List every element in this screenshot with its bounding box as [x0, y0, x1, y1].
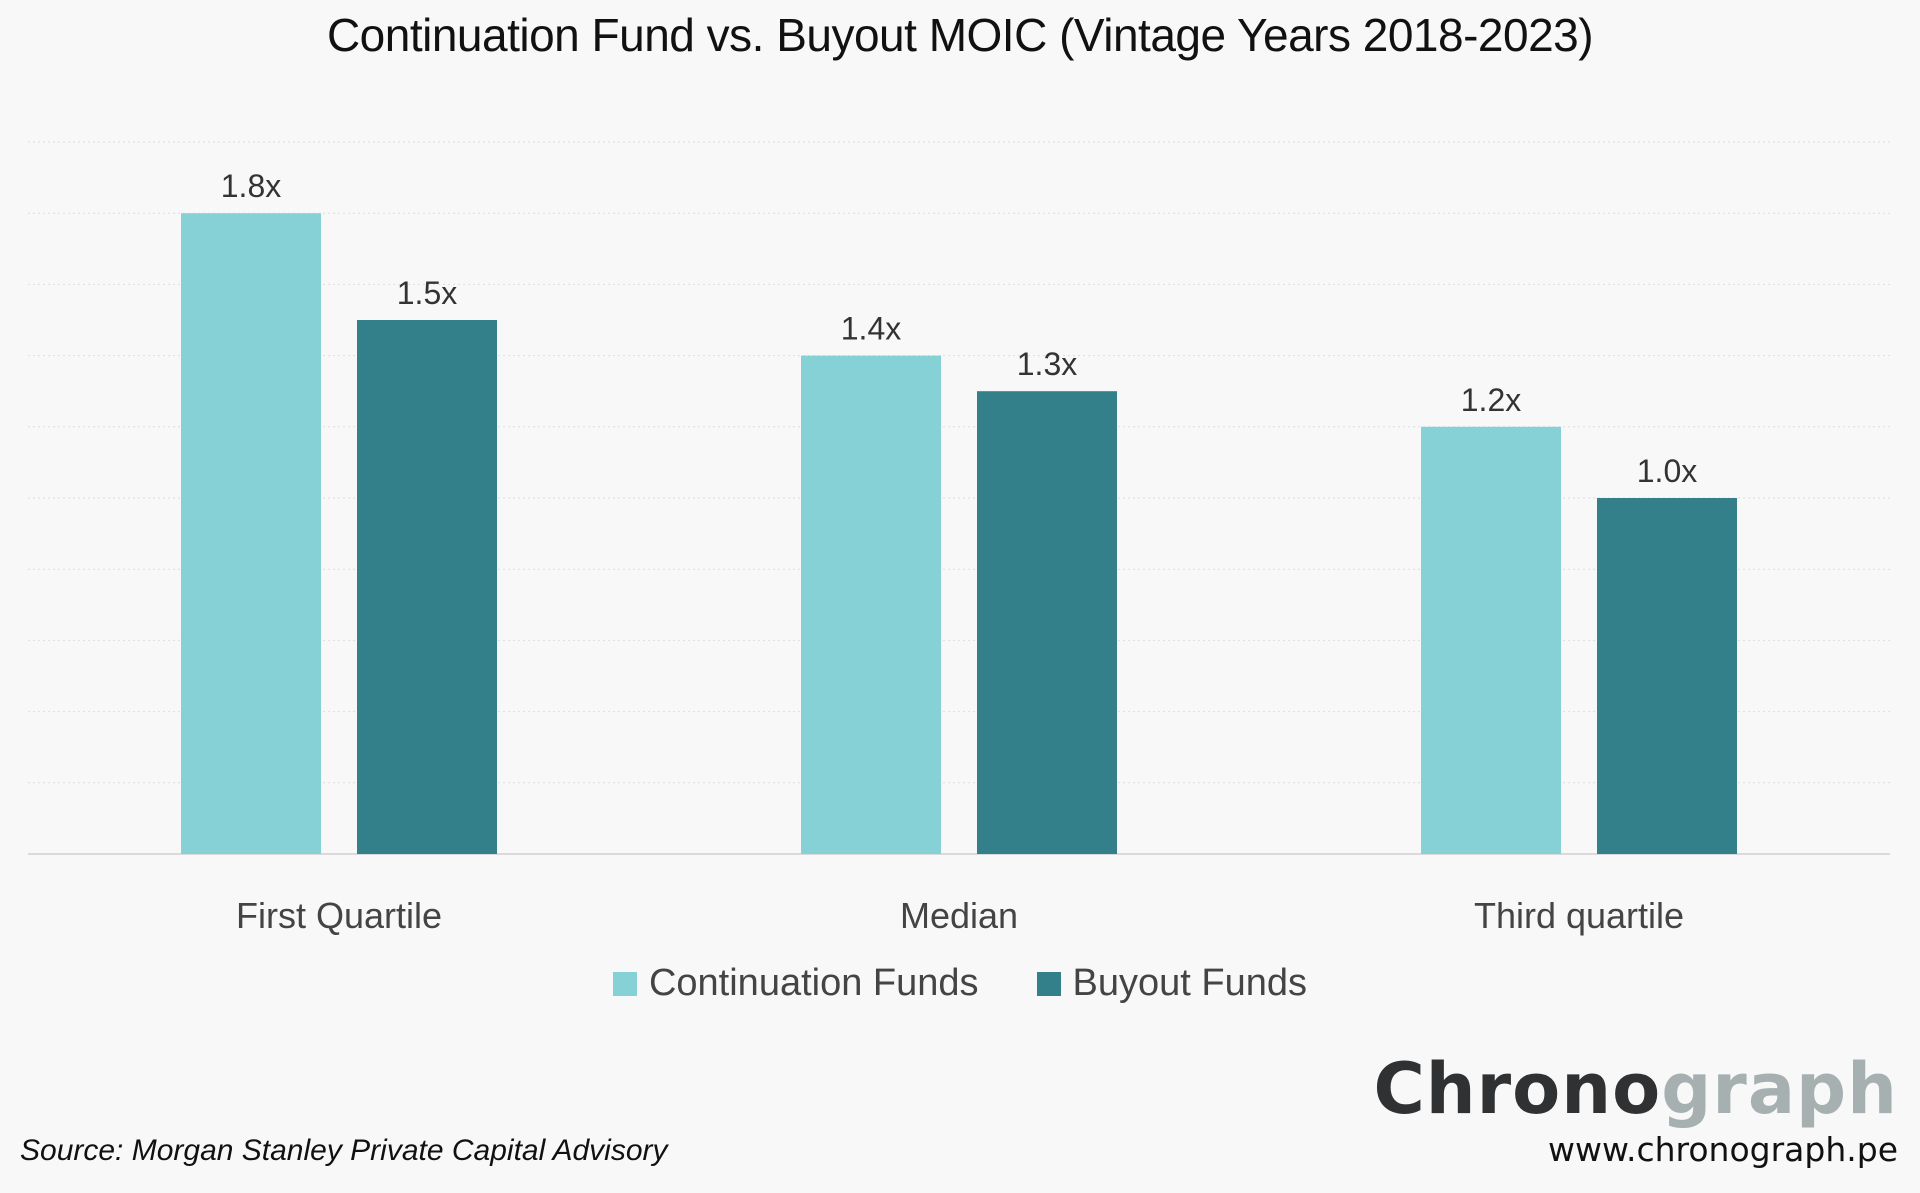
bar — [801, 355, 941, 854]
category-label: Third quartile — [1474, 895, 1684, 936]
legend-swatch-continuation — [612, 971, 637, 996]
legend: Continuation Funds Buyout Funds — [0, 962, 1920, 1005]
chart-title: Continuation Fund vs. Buyout MOIC (Vinta… — [326, 9, 1594, 61]
bars — [181, 213, 1737, 854]
data-label: 1.4x — [841, 311, 901, 347]
legend-item-continuation: Continuation Funds — [612, 962, 979, 1005]
data-labels: 1.8x 1.5x 1.4x 1.3x 1.2x 1.0x — [221, 168, 1697, 489]
category-label: Median — [900, 895, 1018, 936]
bar — [181, 213, 321, 854]
legend-swatch-buyout — [1036, 971, 1061, 996]
legend-label-buyout: Buyout Funds — [1072, 962, 1308, 1004]
bar — [1421, 426, 1561, 854]
gridlines — [28, 141, 1890, 855]
legend-label-continuation: Continuation Funds — [648, 962, 979, 1004]
data-label: 1.3x — [1017, 346, 1077, 382]
data-label: 1.8x — [221, 168, 281, 204]
legend-item-buyout: Buyout Funds — [1036, 962, 1308, 1005]
category-label: First Quartile — [236, 895, 442, 936]
category-labels: First Quartile Median Third quartile — [236, 895, 1684, 936]
data-label: 1.5x — [397, 275, 457, 311]
bar — [977, 391, 1117, 854]
brand-url: www.chronograph.pe — [1548, 1130, 1898, 1169]
logo-text-light: graph — [1661, 1048, 1898, 1130]
data-label: 1.0x — [1637, 453, 1697, 489]
logo-text-dark: Chrono — [1373, 1048, 1662, 1130]
bar — [1597, 498, 1737, 854]
data-label: 1.2x — [1461, 382, 1521, 418]
chronograph-logo: Chronograph — [1373, 1048, 1898, 1130]
source-note: Source: Morgan Stanley Private Capital A… — [20, 1134, 668, 1167]
bar — [357, 320, 497, 854]
